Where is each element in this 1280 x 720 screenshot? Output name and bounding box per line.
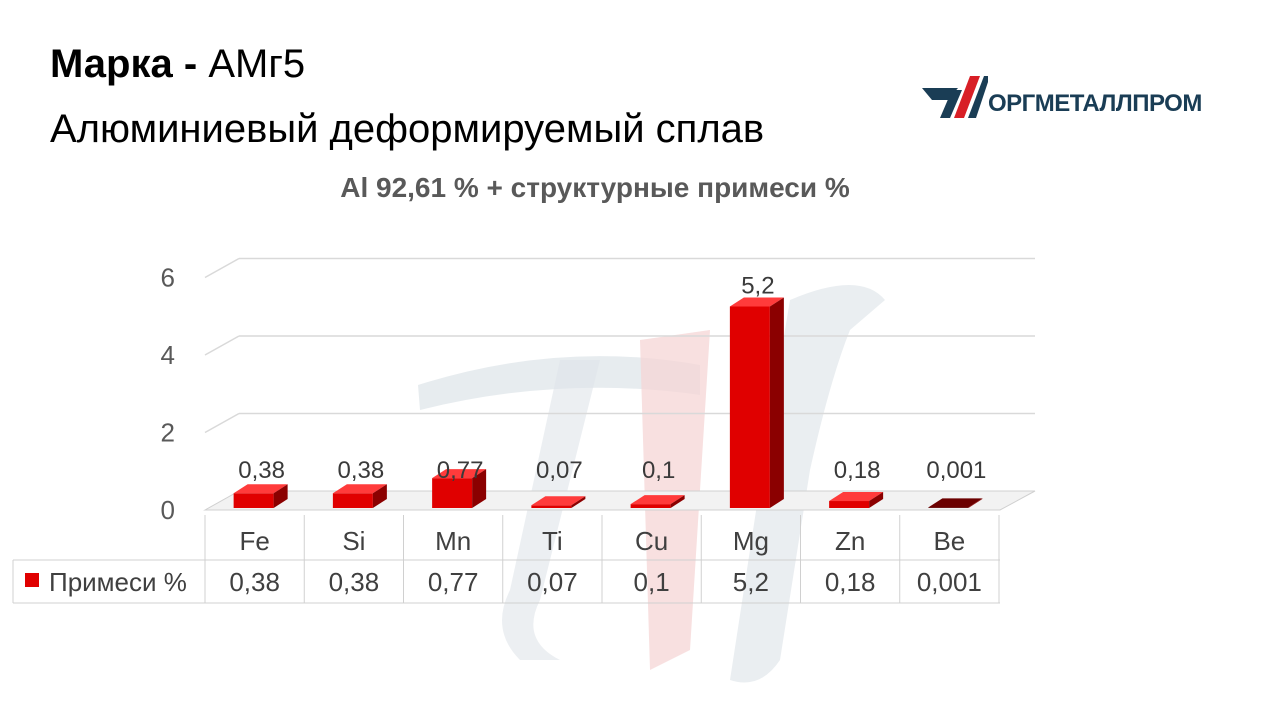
data-label: 0,38 — [238, 457, 285, 484]
data-label: 0,1 — [642, 457, 675, 484]
data-label: 0,18 — [834, 457, 881, 484]
table-value: 0,07 — [527, 567, 578, 597]
x-tick-label: Mn — [435, 526, 471, 556]
bar-top — [928, 498, 983, 508]
y-tick-label: 0 — [161, 495, 175, 525]
bar-front — [928, 507, 969, 508]
data-label: 0,07 — [536, 457, 583, 484]
page-subtitle: Алюминиевый деформируемый сплав — [50, 107, 765, 151]
title-brand-label: Марка - — [50, 42, 198, 86]
logo-mark-icon — [922, 76, 988, 118]
bar-fe — [233, 484, 288, 508]
x-tick-label: Zn — [835, 526, 865, 556]
bar-side — [769, 297, 784, 508]
data-label: 0,38 — [338, 457, 385, 484]
bar-be — [928, 498, 983, 508]
bar-top — [233, 484, 288, 494]
bar-front — [531, 505, 572, 508]
bar-zn — [829, 492, 884, 508]
y-tick-label: 4 — [161, 340, 175, 370]
table-value: 0,001 — [917, 567, 982, 597]
bar-top — [332, 484, 387, 494]
table-value: 0,77 — [428, 567, 479, 597]
data-label: 5,2 — [741, 273, 774, 300]
data-label: 0,001 — [926, 457, 986, 484]
y-tick-label: 2 — [161, 418, 175, 448]
bar-side — [372, 484, 387, 508]
bar-side — [670, 495, 685, 508]
bar-side — [968, 498, 983, 508]
table-value: 0,1 — [634, 567, 670, 597]
gridline-diagonal — [204, 412, 240, 434]
bar-top — [432, 469, 487, 479]
bar-front — [332, 493, 373, 508]
bar-front — [432, 478, 473, 508]
legend-swatch — [25, 573, 39, 587]
bar-front — [829, 501, 870, 508]
x-tick-label: Be — [933, 526, 965, 556]
bar-front — [233, 493, 274, 508]
logo-text: ОРГМЕТАЛЛПРОМ — [988, 90, 1202, 117]
bar-si — [332, 484, 387, 508]
title-grade: АМг5 — [208, 42, 306, 86]
chart-title: Al 92,61 % + структурные примеси % — [340, 172, 850, 203]
bar-side — [571, 496, 586, 508]
bar-cu — [630, 495, 685, 508]
data-label: 0,77 — [437, 457, 484, 484]
legend-label: Примеси % — [49, 567, 187, 597]
table-value: 0,38 — [329, 567, 380, 597]
x-tick-label: Cu — [635, 526, 668, 556]
bar-top — [729, 297, 784, 307]
bar-top — [630, 495, 685, 505]
table-value: 0,38 — [229, 567, 280, 597]
gridline-diagonal — [204, 335, 240, 356]
gridline-diagonal — [204, 257, 240, 279]
x-tick-label: Fe — [239, 526, 269, 556]
bar-mn — [432, 469, 487, 508]
bar-top — [829, 492, 884, 502]
bar-side — [472, 469, 487, 508]
bar-side — [273, 484, 288, 508]
x-tick-label: Ti — [542, 526, 563, 556]
y-tick-label: 6 — [161, 263, 175, 293]
bar-front — [729, 306, 770, 508]
bar-ti — [531, 496, 586, 508]
bar-mg — [729, 297, 784, 508]
x-tick-label: Si — [342, 526, 365, 556]
chart-floor — [203, 490, 1036, 511]
table-value: 5,2 — [733, 567, 769, 597]
bar-front — [630, 504, 671, 508]
table-value: 0,18 — [825, 567, 876, 597]
bar-side — [869, 492, 884, 508]
x-tick-label: Mg — [733, 526, 769, 556]
bar-top — [531, 496, 586, 506]
company-logo: ОРГМЕТАЛЛПРОМ — [918, 68, 1238, 128]
page-title: Марка - АМг5 — [50, 40, 305, 88]
